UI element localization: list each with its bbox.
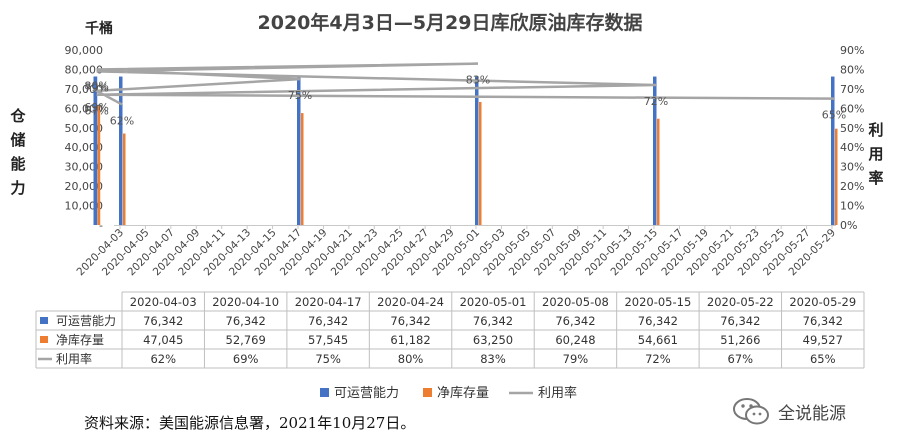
table-legend-key (40, 336, 48, 343)
table-cell: 52,769 (226, 333, 266, 347)
table-cell: 69% (233, 352, 259, 366)
y2-tick-label: 50% (840, 122, 864, 135)
legend-key (320, 388, 329, 397)
chart-title: 2020年4月3日—5月29日库欣原油库存数据 (257, 12, 643, 34)
y2-tick-label: 10% (840, 200, 864, 213)
y2-tick-label: 80% (840, 63, 864, 76)
bar (657, 118, 660, 225)
table-cell: 72% (645, 352, 671, 366)
table-cell: 62% (150, 352, 176, 366)
y-tick-label: 70,000 (65, 83, 104, 96)
source-note: 资料来源：美国能源信息署，2021年10月27日。 (84, 414, 416, 432)
bar (301, 113, 304, 225)
bar (653, 76, 657, 225)
table-cell: 47,045 (143, 333, 183, 347)
legend-label: 利用率 (538, 385, 577, 401)
table-cell: 76,342 (638, 314, 678, 328)
y-tick-label: 30,000 (65, 161, 104, 174)
bar (831, 76, 835, 225)
line-data-label: 62% (110, 114, 134, 127)
y2-tick-label: 90% (840, 44, 864, 57)
y2-tick-label: 0% (840, 219, 857, 232)
bar (93, 76, 98, 225)
table-header-cell: 2020-04-24 (377, 295, 444, 309)
y2-tick-label: 30% (840, 161, 864, 174)
y-tick-label: 40,000 (65, 141, 104, 154)
line-data-label: 69% (84, 101, 108, 114)
line-data-label: 79% (84, 81, 108, 94)
bar (119, 76, 123, 225)
bar (479, 102, 482, 225)
table-row-label: 净库存量 (56, 332, 104, 347)
table-header-cell: 2020-05-22 (707, 295, 774, 309)
table-cell: 60,248 (555, 333, 595, 347)
line-data-label: 75% (288, 89, 312, 102)
table-header-cell: 2020-04-10 (212, 295, 279, 309)
table-cell: 79% (563, 352, 589, 366)
bar (297, 76, 301, 225)
line-data-label: 80% (84, 79, 108, 92)
y2-tick-label: 20% (840, 180, 864, 193)
table-header-cell: 2020-05-15 (624, 295, 691, 309)
table-cell: 75% (315, 352, 341, 366)
table-cell: 76,342 (555, 314, 595, 328)
table-header-cell: 2020-04-03 (130, 295, 197, 309)
table-cell: 61,182 (390, 333, 430, 347)
y-axis-left-title: 仓储能力 (10, 107, 26, 197)
watermark-text: 全说能源 (778, 404, 846, 424)
table-cell: 83% (480, 352, 506, 366)
bar (475, 76, 479, 225)
legend-key (423, 388, 432, 397)
bar (97, 125, 101, 225)
table-cell: 76,342 (473, 314, 513, 328)
table-row-label: 利用率 (56, 351, 92, 366)
table-header-cell: 2020-05-29 (789, 295, 856, 309)
table-cell: 54,661 (638, 333, 678, 347)
y-tick-label: 60,000 (65, 102, 104, 115)
table-cell: 63,250 (473, 333, 513, 347)
table-cell: 57,545 (308, 333, 348, 347)
table-cell: 49,527 (803, 333, 843, 347)
table-header-cell: 2020-05-08 (542, 295, 609, 309)
table-cell: 76,342 (390, 314, 430, 328)
legend-label: 净库存量 (437, 385, 489, 401)
y-tick-label: 90,000 (65, 44, 104, 57)
table-legend-key (40, 317, 48, 324)
table-header-cell: 2020-04-17 (295, 295, 362, 309)
y-tick-label: 10,000 (65, 200, 104, 213)
utilization-line (92, 62, 835, 106)
table-cell: 65% (810, 352, 836, 366)
y-unit-label: 千桶 (85, 21, 113, 37)
table-cell: 76,342 (143, 314, 183, 328)
table-row-label: 可运营能力 (56, 314, 116, 328)
table-cell: 76,342 (720, 314, 760, 328)
table-header-cell: 2020-05-01 (460, 295, 527, 309)
y-axis-right-title: 利用率 (868, 121, 884, 187)
line-data-label: 72% (644, 95, 668, 108)
y2-tick-label: 60% (840, 102, 864, 115)
y2-tick-label: 70% (840, 83, 864, 96)
line-data-label: 83% (466, 74, 490, 87)
y-tick-label: 50,000 (65, 122, 104, 135)
bar (835, 128, 838, 225)
y-tick-label: - (99, 219, 103, 232)
y-tick-label: 80,000 (65, 63, 104, 76)
table-cell: 76,342 (226, 314, 266, 328)
y2-tick-label: 40% (840, 141, 864, 154)
line-data-label: 65% (822, 109, 846, 122)
table-cell: 67% (728, 352, 754, 366)
table-cell: 76,342 (803, 314, 843, 328)
table-cell: 76,342 (308, 314, 348, 328)
wechat-icon (733, 398, 769, 425)
table-cell: 80% (398, 352, 424, 366)
table-cell: 51,266 (720, 333, 760, 347)
watermark: 全说能源 (726, 392, 896, 432)
legend-label: 可运营能力 (334, 386, 399, 401)
bar (123, 133, 126, 225)
line-data-label: 67% (84, 105, 108, 118)
y-tick-label: 20,000 (65, 180, 104, 193)
